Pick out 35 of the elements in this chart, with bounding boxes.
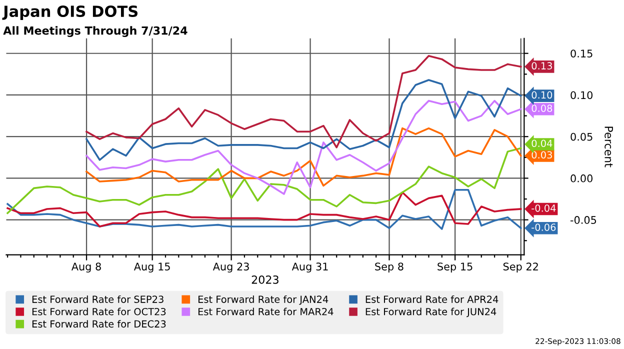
x-tick-label: Aug 15 [134, 262, 170, 272]
y-tick-label: 0.00 [570, 174, 592, 182]
data-label: 0.04 [532, 140, 552, 148]
data-label: 0.13 [532, 62, 552, 70]
y-tick-label: 0.05 [570, 132, 592, 141]
x-tick-label: Aug 23 [212, 262, 249, 272]
y-tick-label: 0.15 [570, 50, 592, 58]
chart-subtitle: All Meetings Through 7/31/24 [3, 26, 188, 38]
legend-label: Est Forward Rate for JUN24 [366, 308, 496, 318]
line-series [6, 147, 522, 214]
data-label: 0.10 [532, 91, 552, 99]
y-axis-title: Percent [604, 126, 613, 168]
legend-label: Est Forward Rate for DEC23 [32, 320, 166, 328]
data-label: -0.04 [532, 204, 556, 212]
x-tick-label: Sep 15 [438, 262, 472, 272]
data-label: 0.08 [532, 104, 552, 112]
x-tick-label: Aug 8 [71, 262, 101, 272]
y-tick-label: -0.05 [570, 216, 596, 224]
x-tick-label: Sep 8 [375, 262, 404, 272]
legend-label: Est Forward Rate for APR24 [366, 295, 498, 303]
x-tick-label: Sep 22 [503, 262, 538, 272]
legend-label: Est Forward Rate for SEP23 [32, 295, 164, 303]
legend-label: Est Forward Rate for JAN24 [198, 295, 328, 305]
line-series [86, 79, 522, 161]
y-tick-label: 0.10 [570, 91, 592, 100]
line-series [86, 127, 522, 187]
data-label: -0.06 [532, 224, 556, 231]
legend-label: Est Forward Rate for MAR24 [198, 308, 334, 316]
x-tick-label: Aug 31 [292, 262, 328, 272]
line-series [86, 54, 522, 148]
line-series [86, 100, 522, 195]
legend-label: Est Forward Rate for OCT23 [32, 308, 166, 316]
chart-title: Japan OIS DOTS [2, 6, 138, 20]
data-label: 0.03 [532, 151, 552, 159]
x-axis-title: 2023 [252, 275, 278, 284]
